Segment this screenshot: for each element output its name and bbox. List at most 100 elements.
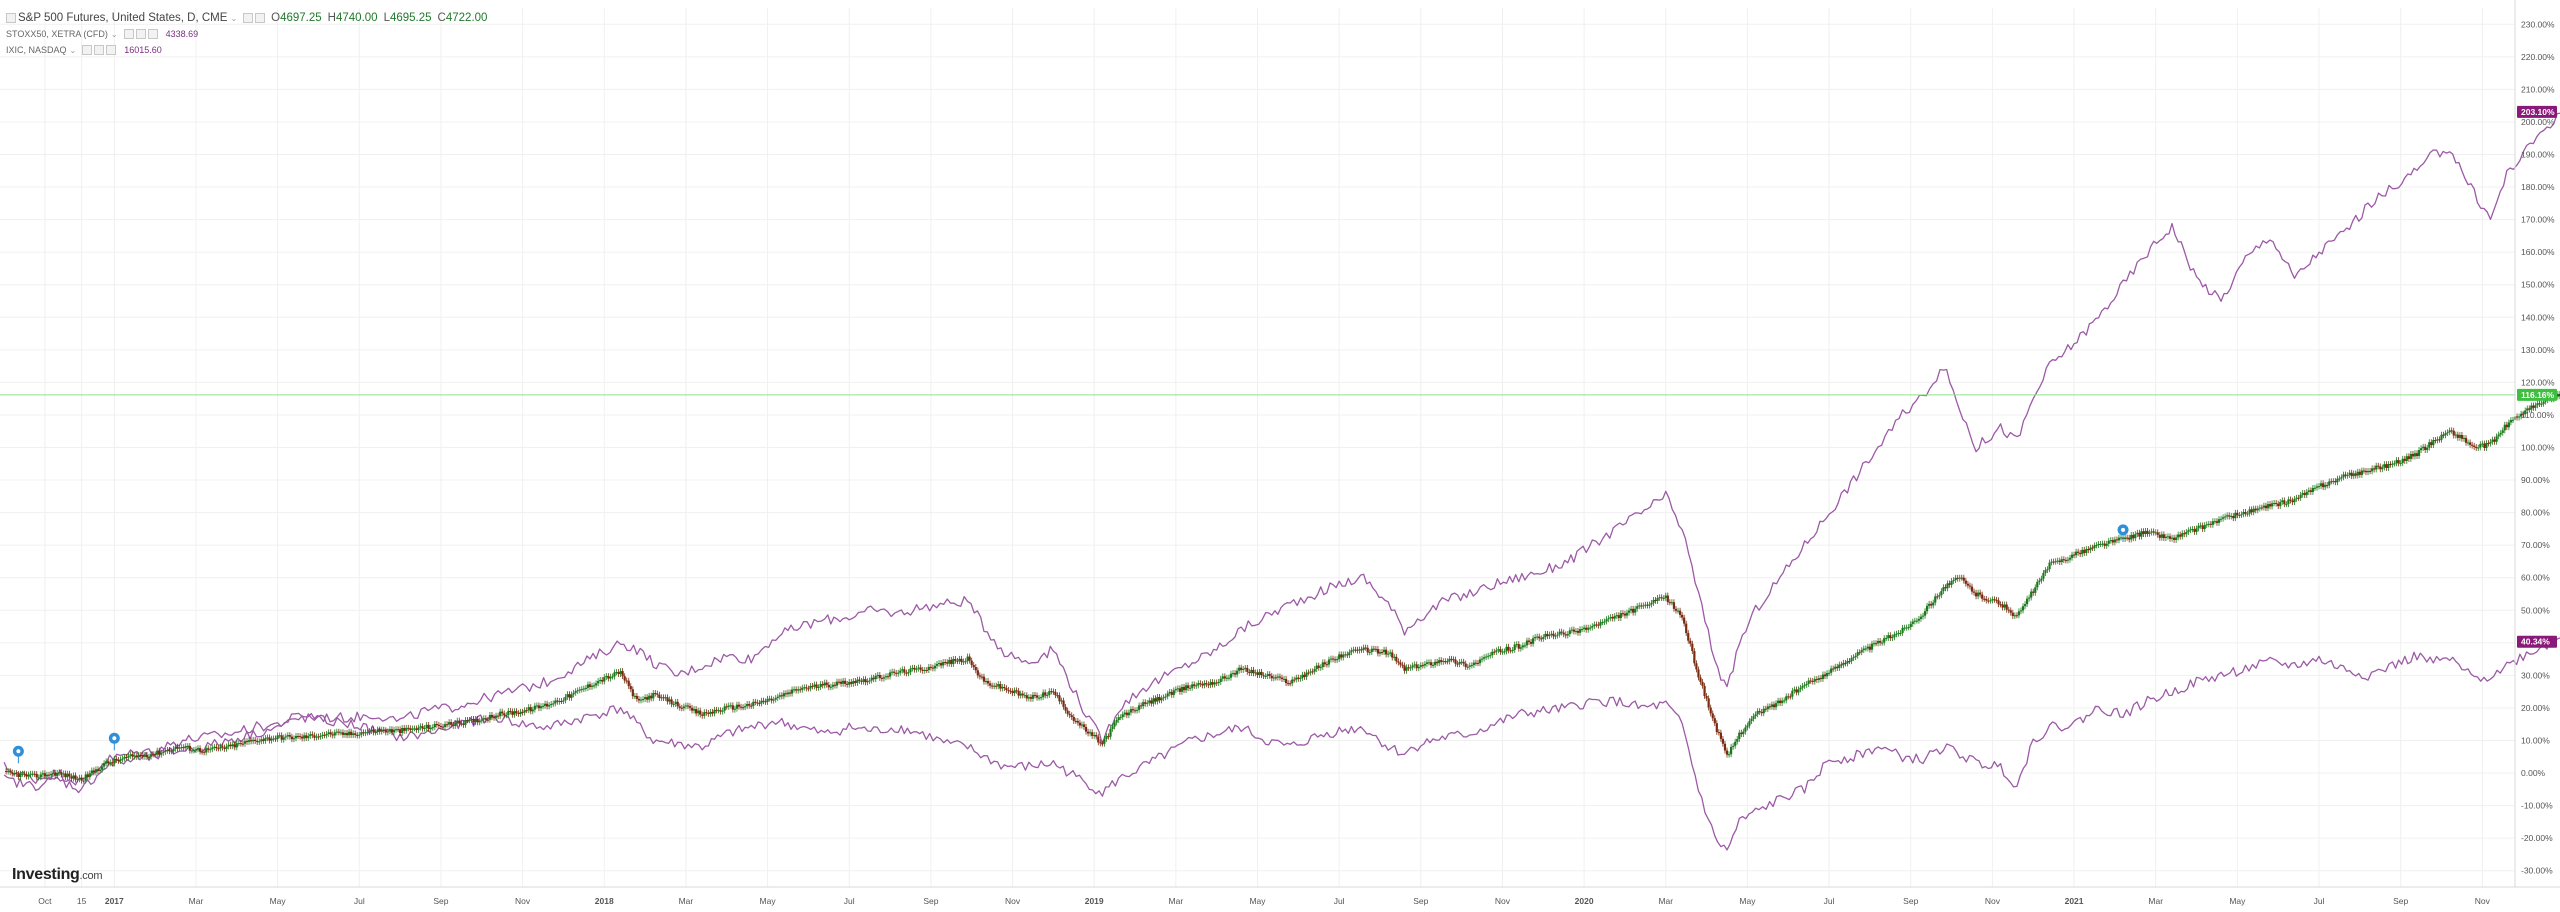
candle-body	[962, 661, 965, 663]
candle-body	[744, 706, 747, 708]
candle-body	[2066, 559, 2070, 561]
candle-body	[1176, 688, 1179, 690]
candle-body	[2195, 528, 2198, 532]
candle-body	[1517, 644, 1520, 649]
candle-body	[715, 709, 718, 711]
chevron-down-icon[interactable]: ⌄	[110, 29, 118, 39]
candle-body	[1434, 661, 1437, 665]
candle-body	[2401, 458, 2404, 464]
main-series-title[interactable]: S&P 500 Futures, United States, D, CME	[18, 12, 228, 24]
candle-body	[2338, 478, 2341, 480]
collapse-toggle-icon[interactable]	[6, 13, 16, 23]
candle-body	[876, 674, 879, 676]
candle-body	[1883, 638, 1886, 643]
y-tick-label: 90.00%	[2521, 475, 2550, 485]
candle-body	[719, 710, 722, 712]
candle-body	[972, 665, 975, 668]
candle-body	[999, 684, 1002, 689]
candle-body	[1944, 587, 1947, 589]
candle-body	[786, 692, 790, 695]
candle-body	[1625, 612, 1629, 616]
candle-body	[1809, 680, 1812, 682]
candle-body	[1901, 627, 1904, 633]
ixic-title[interactable]: IXIC, NASDAQ	[6, 45, 67, 55]
candle-body	[1127, 712, 1130, 716]
candle-body	[1736, 739, 1739, 742]
candle-body	[219, 746, 222, 749]
candle-body	[1795, 689, 1798, 693]
candle-body	[1154, 698, 1157, 702]
candle-body	[2301, 492, 2304, 495]
legend-series-stoxx50[interactable]: STOXX50, XETRA (CFD) ⌄ 4338.69	[6, 26, 493, 42]
candle-body	[1311, 671, 1314, 673]
candle-body	[1029, 697, 1033, 699]
candle-body	[2483, 443, 2486, 448]
candle-body	[1956, 577, 1959, 579]
candle-body	[1738, 732, 1741, 740]
candle-body	[2293, 498, 2296, 503]
candle-body	[592, 685, 596, 687]
candle-body	[2056, 560, 2059, 562]
legend-series-ixic[interactable]: IXIC, NASDAQ ⌄ 16015.60	[6, 42, 493, 58]
candle-body	[770, 698, 773, 701]
chevron-down-icon[interactable]: ⌄	[69, 45, 77, 55]
remove-series-icon[interactable]	[147, 29, 158, 39]
candle-body	[1109, 728, 1112, 737]
candle-body	[2532, 405, 2535, 408]
investing-logo[interactable]: Investing.com	[12, 866, 102, 884]
candle-body	[803, 687, 806, 689]
legend-main-series[interactable]: S&P 500 Futures, United States, D, CME ⌄…	[6, 10, 493, 26]
candle-body	[2509, 420, 2513, 423]
candle-body	[1284, 678, 1288, 684]
candle-body	[1766, 706, 1769, 710]
settings-icon[interactable]	[94, 45, 105, 55]
candle-body	[162, 751, 165, 753]
candle-body	[1695, 663, 1698, 670]
candle-body	[1493, 651, 1496, 653]
candle-body	[462, 723, 465, 725]
candle-body	[609, 676, 612, 679]
visibility-toggle-icon[interactable]	[123, 29, 134, 39]
candle-body	[935, 663, 939, 666]
candle-body	[1231, 673, 1235, 675]
candle-body	[482, 718, 485, 720]
candle-body	[1934, 596, 1937, 603]
candle-body	[497, 715, 500, 717]
candle-body	[19, 773, 22, 778]
candle-body	[1570, 629, 1573, 631]
settings-icon[interactable]	[255, 13, 266, 23]
candle-body	[1009, 690, 1012, 692]
candle-body	[188, 746, 191, 751]
stoxx50-title[interactable]: STOXX50, XETRA (CFD)	[6, 29, 108, 39]
visibility-toggle-icon[interactable]	[243, 13, 254, 23]
remove-series-icon[interactable]	[106, 45, 117, 55]
candle-body	[1611, 616, 1614, 619]
y-tick-label: 30.00%	[2521, 670, 2550, 680]
candle-body	[2213, 521, 2217, 523]
candle-body	[639, 699, 643, 701]
x-axis[interactable]: Oct 15 2017 Mar May Jul Sep Nov 2018 Mar May Jul Sep…	[0, 886, 2560, 906]
candle-body	[1734, 741, 1737, 746]
candle-body	[1174, 689, 1177, 691]
chevron-down-icon[interactable]: ⌄	[230, 13, 238, 23]
candle-body	[176, 746, 179, 749]
candle-body	[1140, 705, 1143, 707]
candle-body	[729, 705, 732, 707]
settings-icon[interactable]	[135, 29, 146, 39]
candle-body	[1991, 599, 1994, 601]
y-axis[interactable]: 230.00% 220.00% 210.00% 200.00% 190.00% 180.0…	[2514, 0, 2555, 887]
candle-body	[2248, 509, 2251, 514]
visibility-toggle-icon[interactable]	[82, 45, 93, 55]
candle-body	[2411, 453, 2415, 457]
candle-body	[611, 676, 614, 678]
y-tick-label: 140.00%	[2521, 312, 2555, 322]
candle-body	[1536, 636, 1539, 638]
candle-body	[1985, 598, 1988, 601]
x-tick-label: 2020	[1575, 896, 1594, 906]
candle-body	[1791, 690, 1794, 697]
last-value-badge-label: 116.16%	[2521, 390, 2555, 400]
candle-body	[1385, 649, 1388, 655]
candle-body	[88, 773, 91, 778]
candle-body	[1389, 652, 1392, 654]
